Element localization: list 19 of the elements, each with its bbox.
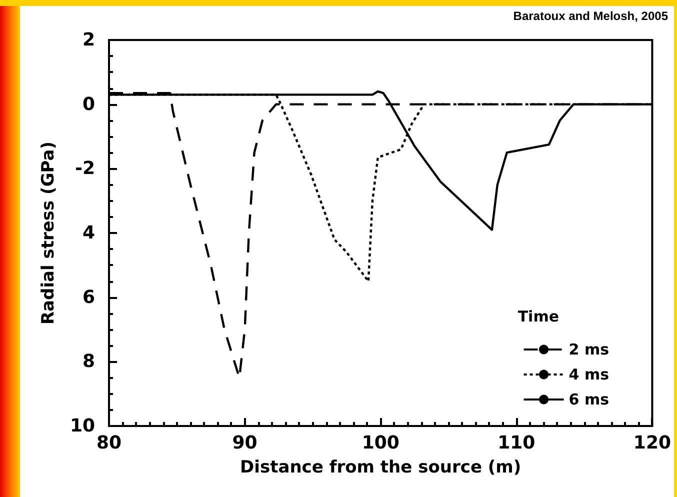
x-tick-label: 110 [498,432,536,454]
legend-label: 6 ms [568,390,610,408]
x-tick-label: 100 [362,432,400,454]
y-tick-label: 0 [82,94,95,115]
y-tick-label: 4 [82,222,95,244]
y-axis-title: Radial stress (GPa) [38,141,58,325]
x-tick-label: 120 [633,432,671,454]
y-tick-label: 6 [82,286,95,308]
legend-label: 4 ms [568,366,610,384]
legend-title: Time [518,308,560,326]
legend-label: 2 ms [568,340,610,358]
text: Baratoux and Melosh, 2005 [513,9,668,23]
x-axis-title: Distance from the source (m) [240,458,522,478]
x-tick-label: 80 [96,432,122,454]
x-tick-label: 90 [232,432,258,454]
y-tick-label: 8 [82,351,95,372]
y-tick-label: -2 [75,158,95,180]
y-tick-label: 2 [82,30,95,50]
y-tick-label: 10 [70,416,95,436]
